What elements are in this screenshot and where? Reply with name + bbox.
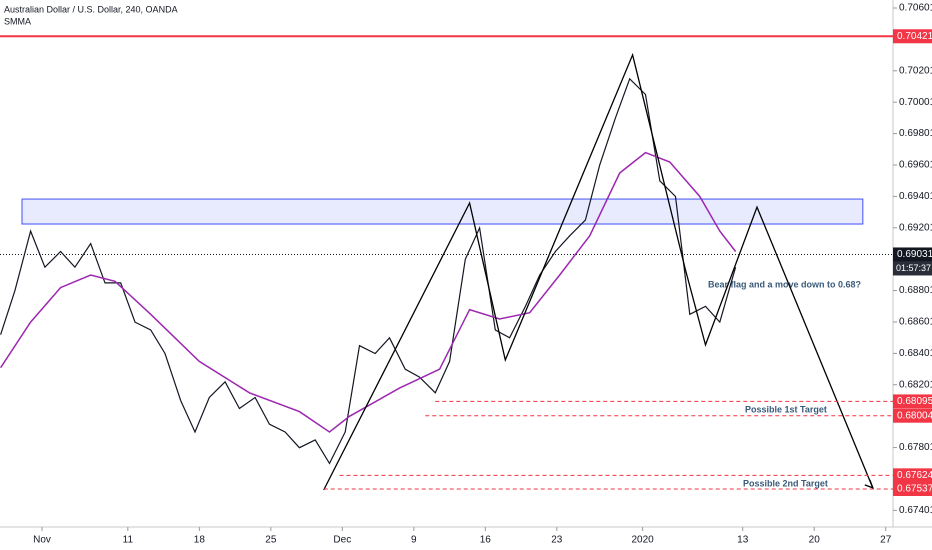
price-label-box: [893, 468, 932, 483]
x-tick-label: 16: [480, 535, 492, 546]
last-price-box: [893, 247, 932, 262]
y-tick-label: 0.69601: [899, 160, 932, 171]
trend-drawing: [323, 52, 874, 491]
price-label: 0.67624: [897, 470, 932, 481]
x-tick-label: 25: [265, 535, 277, 546]
y-tick-label: 0.68401: [899, 348, 932, 359]
x-tick-label: 11: [123, 535, 134, 546]
price-label-box: [893, 482, 932, 497]
y-tick-label: 0.67801: [899, 442, 932, 453]
y-tick-label: 0.70201: [899, 65, 932, 76]
y-tick-label: 0.69401: [899, 191, 932, 202]
annotation: Bear flag and a move down to 0.68?: [708, 279, 861, 289]
x-tick-label: 2020: [631, 535, 654, 546]
price-label-box: [893, 29, 932, 44]
price-label: 0.70421: [897, 31, 932, 42]
y-tick-label: 0.69201: [899, 222, 932, 233]
y-tick-label: 0.68201: [899, 379, 932, 390]
y-tick-label: 0.68601: [899, 317, 932, 328]
x-tick-label: 18: [194, 535, 206, 546]
price-label-box: [893, 394, 932, 409]
x-tick-label: 23: [551, 535, 563, 546]
arrow-head: [864, 479, 874, 490]
x-tick-label: Dec: [333, 535, 351, 546]
price-label: 0.67537: [897, 484, 932, 495]
y-tick-label: 0.70001: [899, 97, 932, 108]
last-price-label: 0.69031: [897, 249, 932, 260]
price-label-box: [893, 408, 932, 423]
x-tick-label: 20: [809, 535, 821, 546]
resistance-zone: [21, 198, 864, 225]
y-tick-label: 0.67401: [899, 505, 932, 516]
price-label: 0.68004: [897, 410, 932, 421]
x-tick-label: 27: [880, 535, 892, 546]
chart-title: Australian Dollar / U.S. Dollar, 240, OA…: [4, 4, 178, 14]
annotation: Possible 1st Target: [745, 404, 827, 414]
price-label: 0.68095: [897, 396, 932, 407]
x-tick-label: 9: [411, 535, 417, 546]
x-tick-label: Nov: [33, 535, 51, 546]
annotation: Possible 2nd Target: [743, 478, 828, 488]
y-tick-label: 0.70601: [899, 3, 932, 14]
smma-line: [0, 151, 737, 433]
y-tick-label: 0.68801: [899, 285, 932, 296]
x-tick-label: 13: [737, 535, 749, 546]
y-tick-label: 0.69801: [899, 128, 932, 139]
indicator-name: SMMA: [4, 16, 31, 26]
countdown-label: 01:57:37: [896, 263, 931, 273]
countdown-box: [893, 261, 932, 276]
